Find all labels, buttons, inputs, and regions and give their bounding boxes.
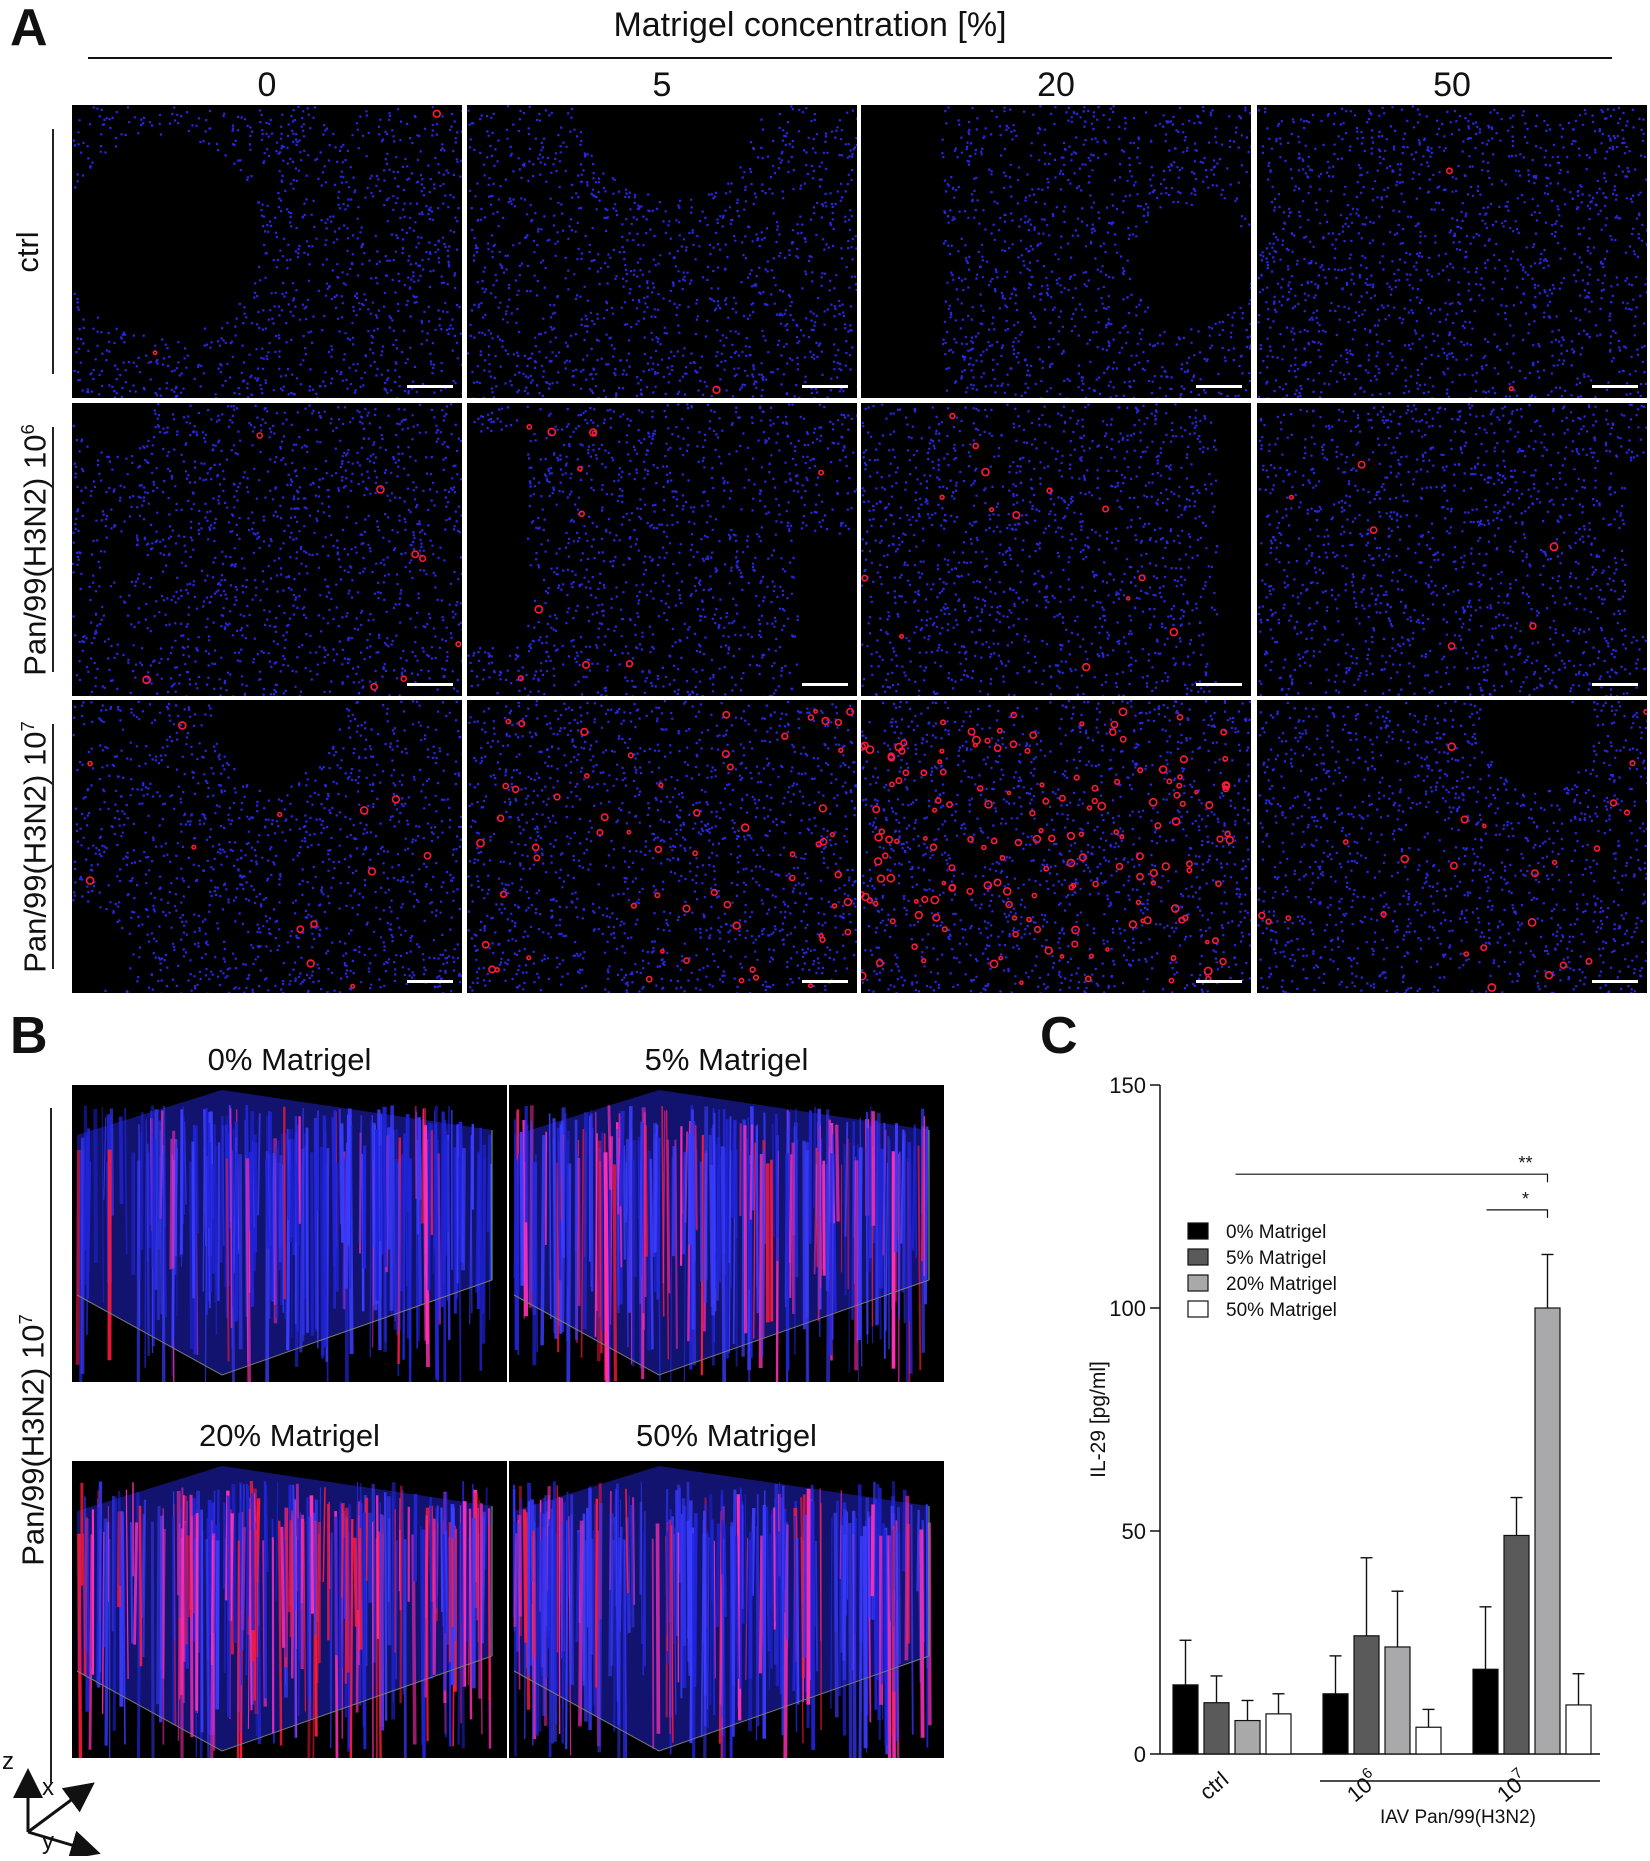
micrograph-r2-c0 <box>72 700 462 993</box>
legend-swatch-2 <box>1188 1275 1208 1291</box>
scale-bar <box>1592 683 1638 686</box>
column-label-5: 5 <box>467 66 857 105</box>
row-label-1: Pan/99(H3N2) 106 <box>8 400 48 700</box>
bar-1-2 <box>1385 1647 1410 1754</box>
micrograph-r1-c1 <box>467 403 857 696</box>
significance-bracket-0 <box>1236 1174 1548 1182</box>
micrograph-r1-c3 <box>1257 403 1647 696</box>
panel-b-row-label-text: Pan/99(H3N2) 10 <box>15 1325 50 1566</box>
micrograph-r1-c2 <box>861 403 1251 696</box>
legend-label-1: 5% Matrigel <box>1226 1248 1326 1269</box>
x-tick-label-2: 107 <box>1490 1764 1533 1807</box>
panel-b-row-label-text-wrap: Pan/99(H3N2) 107 <box>6 1240 46 1640</box>
panel-b-row-label-exponent: 7 <box>15 1314 36 1324</box>
bar-0-1 <box>1204 1703 1229 1754</box>
bar-1-1 <box>1354 1636 1379 1754</box>
row-label-text-2: Pan/99(H3N2) 10 <box>17 731 52 972</box>
y-axis-label: IL-29 [pg/ml] <box>1087 1361 1110 1478</box>
scale-bar <box>407 980 453 983</box>
significance-label-0: ** <box>1518 1153 1532 1173</box>
micrograph-r0-c3 <box>1257 105 1647 398</box>
row-label-text-0: ctrl <box>10 231 45 272</box>
volume-title-2: 20% Matrigel <box>72 1418 507 1454</box>
y-tick-label: 150 <box>1109 1073 1146 1098</box>
x-tick-text: 107 <box>1490 1764 1533 1807</box>
row-line-0 <box>52 129 54 374</box>
volume-title-1: 5% Matrigel <box>509 1042 944 1078</box>
bar-2-0 <box>1473 1669 1498 1754</box>
bar-0-3 <box>1266 1714 1291 1754</box>
bar-2-1 <box>1504 1535 1529 1754</box>
bar-2-2 <box>1535 1308 1560 1754</box>
micrograph-r1-c0 <box>72 403 462 696</box>
x-tick-text: 106 <box>1340 1764 1383 1807</box>
bar-2-3 <box>1566 1705 1591 1754</box>
row-label-2: Pan/99(H3N2) 107 <box>8 697 48 997</box>
x-tick-exponent: 7 <box>1509 1764 1526 1782</box>
panel-a-header-rule <box>88 57 1612 59</box>
group-bracket-label: IAV Pan/99(H3N2) <box>1380 1807 1536 1828</box>
scale-bar <box>802 683 848 686</box>
row-label-text-1: Pan/99(H3N2) 10 <box>17 434 52 675</box>
axis-y-label: y <box>42 1828 54 1856</box>
column-label-20: 20 <box>861 66 1251 105</box>
legend-label-2: 20% Matrigel <box>1226 1274 1337 1295</box>
legend-swatch-1 <box>1188 1249 1208 1265</box>
micrograph-r0-c0 <box>72 105 462 398</box>
legend-swatch-3 <box>1188 1301 1208 1317</box>
micrograph-r0-c1 <box>467 105 857 398</box>
panel-b-letter: B <box>10 1010 48 1062</box>
micrograph-r2-c3 <box>1257 700 1647 993</box>
scale-bar <box>802 980 848 983</box>
bar-1-0 <box>1323 1694 1348 1754</box>
legend-label-3: 50% Matrigel <box>1226 1300 1337 1321</box>
scale-bar <box>407 385 453 388</box>
x-tick-label-1: 106 <box>1340 1764 1383 1807</box>
panel-b-row-line <box>50 1108 52 1783</box>
axis-z-label: z <box>2 1748 14 1776</box>
x-tick-exponent: 6 <box>1359 1764 1376 1782</box>
scale-bar <box>1592 385 1638 388</box>
volume-render-0 <box>72 1085 507 1382</box>
scale-bar <box>1196 980 1242 983</box>
volume-render-2 <box>72 1461 507 1758</box>
legend-swatch-0 <box>1188 1223 1208 1239</box>
x-tick-label-0: ctrl <box>1195 1767 1234 1805</box>
micrograph-r2-c1 <box>467 700 857 993</box>
scale-bar <box>802 385 848 388</box>
micrograph-r0-c2 <box>861 105 1251 398</box>
bar-0-0 <box>1173 1685 1198 1754</box>
axis-x-label: x <box>42 1774 54 1802</box>
significance-label-1: * <box>1522 1189 1529 1209</box>
column-label-50: 50 <box>1257 66 1647 105</box>
micrograph-r2-c2 <box>861 700 1251 993</box>
column-label-0: 0 <box>72 66 462 105</box>
volume-render-3 <box>509 1461 944 1758</box>
row-label-exponent-1: 6 <box>17 424 38 434</box>
row-label-0: ctrl <box>8 102 48 402</box>
bar-1-3 <box>1416 1727 1441 1754</box>
panel-a-header: Matrigel concentration [%] <box>540 6 1080 45</box>
y-tick-label: 0 <box>1134 1742 1146 1767</box>
y-tick-label: 50 <box>1122 1519 1146 1544</box>
significance-bracket-1 <box>1487 1210 1548 1218</box>
legend-label-0: 0% Matrigel <box>1226 1222 1326 1243</box>
y-tick-label: 100 <box>1109 1296 1146 1321</box>
panel-c-letter: C <box>1040 1010 1078 1062</box>
bar-0-2 <box>1235 1721 1260 1754</box>
row-label-exponent-2: 7 <box>17 721 38 731</box>
scale-bar <box>1196 683 1242 686</box>
x-tick-text: ctrl <box>1195 1767 1234 1805</box>
scale-bar <box>407 683 453 686</box>
panel-a-letter: A <box>10 2 48 54</box>
axis-indicator: z x y <box>0 1740 110 1856</box>
scale-bar <box>1196 385 1242 388</box>
volume-render-1 <box>509 1085 944 1382</box>
volume-title-3: 50% Matrigel <box>509 1418 944 1454</box>
volume-title-0: 0% Matrigel <box>72 1042 507 1078</box>
scale-bar <box>1592 980 1638 983</box>
